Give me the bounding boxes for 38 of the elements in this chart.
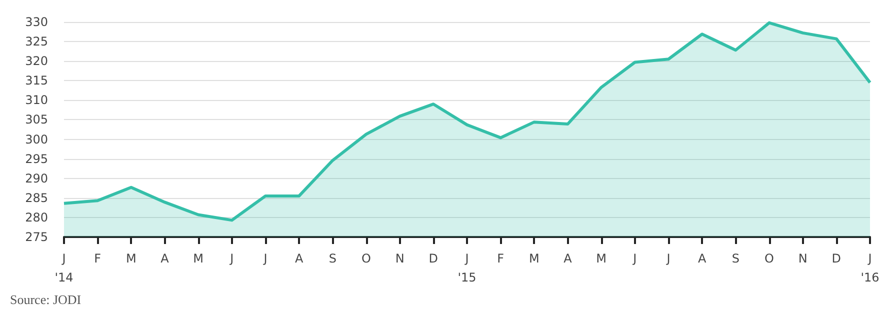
x-tick-label: O xyxy=(362,252,371,266)
x-tick-label: M xyxy=(528,252,540,266)
y-tick-label: 320 xyxy=(25,54,48,68)
y-tick-label: 280 xyxy=(25,210,48,224)
y-tick-label: 310 xyxy=(25,93,48,108)
x-tick-label: N xyxy=(395,252,404,266)
y-tick-label: 300 xyxy=(25,132,48,146)
x-tick-label: S xyxy=(328,252,336,266)
x-tick-label: F xyxy=(497,252,504,266)
x-tick-label: M xyxy=(596,252,607,266)
x-tick-label: S xyxy=(732,252,740,266)
x-tick-label: A xyxy=(564,252,573,266)
y-tick-label: 275 xyxy=(25,230,48,244)
y-tick-label: 290 xyxy=(25,171,48,186)
x-tick-label: A xyxy=(160,252,170,266)
y-tick-label: 295 xyxy=(25,152,48,166)
x-tick-label: D xyxy=(832,252,842,266)
x-tick-label: A xyxy=(698,252,707,266)
x-tick-label: F xyxy=(94,252,102,266)
x-tick-label: J xyxy=(666,252,670,266)
y-tick-label: 315 xyxy=(25,74,48,88)
x-tick-label: J '14 xyxy=(54,252,74,284)
x-tick-label: N xyxy=(798,252,808,266)
y-tick-label: 325 xyxy=(25,34,48,49)
x-tick-label: J xyxy=(262,252,268,266)
y-tick-label: 330 xyxy=(25,15,48,29)
x-tick-label: D xyxy=(428,252,438,266)
y-tick-label: 305 xyxy=(25,112,48,127)
x-tick-label: J xyxy=(632,252,637,266)
source-note: Source: JODI xyxy=(10,292,82,307)
x-tick-label: M xyxy=(193,252,204,266)
x-tick-label: M xyxy=(126,252,136,266)
x-tick-label: A xyxy=(294,252,304,266)
x-tick-label: J xyxy=(229,252,234,266)
y-tick-label: 285 xyxy=(25,190,48,205)
x-tick-label: O xyxy=(764,252,774,266)
x-tick-label: J '16 xyxy=(860,252,880,284)
x-tick-label: J '15 xyxy=(458,252,476,284)
